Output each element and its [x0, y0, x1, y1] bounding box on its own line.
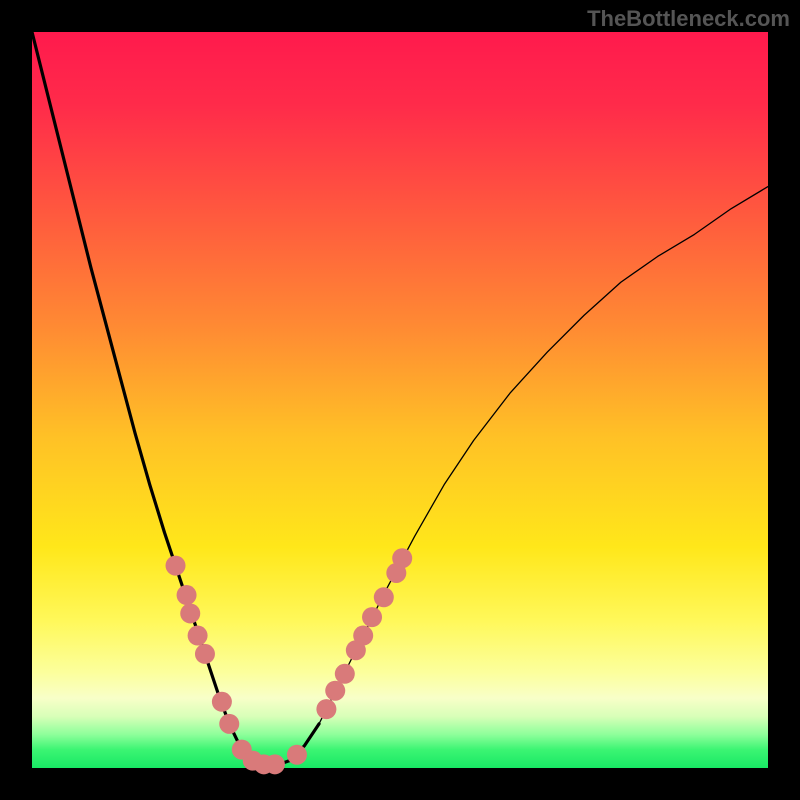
scatter-point [287, 745, 307, 765]
scatter-point [316, 699, 336, 719]
bottleneck-chart-svg [0, 0, 800, 800]
scatter-point [353, 626, 373, 646]
scatter-point [212, 692, 232, 712]
scatter-point [195, 644, 215, 664]
scatter-point [180, 603, 200, 623]
scatter-point [265, 754, 285, 774]
scatter-point [166, 556, 186, 576]
scatter-point [374, 587, 394, 607]
chart-frame: TheBottleneck.com [0, 0, 800, 800]
scatter-point [392, 548, 412, 568]
scatter-point [325, 681, 345, 701]
scatter-point [177, 585, 197, 605]
chart-plot-area [32, 32, 768, 768]
scatter-point [335, 664, 355, 684]
scatter-point [362, 607, 382, 627]
scatter-point [188, 626, 208, 646]
scatter-point [219, 714, 239, 734]
